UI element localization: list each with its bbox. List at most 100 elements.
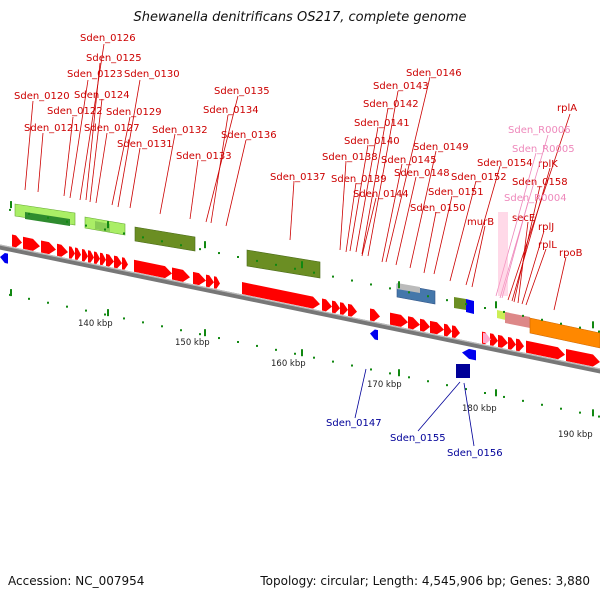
forward-gene-arrow[interactable] — [57, 243, 68, 257]
gene-label: Sden_0133 — [176, 151, 232, 162]
ruler-dot — [161, 240, 163, 243]
forward-gene-arrow[interactable] — [134, 259, 172, 279]
gene-label-group[interactable]: Sden_0143 — [367, 81, 429, 257]
gene-label-group[interactable]: rplL — [525, 240, 557, 306]
forward-gene-arrow[interactable] — [408, 316, 420, 330]
gene-label-group[interactable]: Sden_0124 — [74, 90, 130, 203]
gene-label-group[interactable]: Sden_0125 — [85, 53, 142, 201]
forward-gene-arrow[interactable] — [340, 302, 348, 315]
gene-label-group[interactable]: Sden_0120 — [14, 91, 70, 191]
ruler-dot — [104, 228, 106, 231]
forward-gene-arrow[interactable] — [452, 325, 460, 339]
gene-label-group[interactable]: Sden_0123 — [67, 69, 123, 199]
reverse-gene-arrow[interactable] — [462, 348, 476, 361]
gene-label-group[interactable]: Sden_0129 — [106, 107, 162, 206]
gene-label-group[interactable]: Sden_0126 — [79, 33, 136, 201]
gene-label-group[interactable]: Sden_0158 — [512, 177, 568, 303]
gene-label-group[interactable]: Sden_0145 — [381, 155, 437, 263]
gene-label-group[interactable]: Sden_0154 — [465, 158, 533, 286]
forward-gene-arrow[interactable] — [322, 298, 332, 312]
gene-label-group[interactable]: Sden_0133 — [176, 151, 232, 220]
gene-label-group[interactable]: Sden_0122 — [47, 106, 103, 197]
forward-gene-arrow[interactable] — [566, 348, 600, 367]
forward-gene-arrow[interactable] — [420, 318, 430, 332]
forward-gene-arrow[interactable] — [390, 312, 408, 327]
ruler-dot — [427, 295, 429, 298]
forward-gene-arrow[interactable] — [12, 234, 22, 248]
gene-label-group[interactable]: rplK — [511, 159, 558, 302]
forward-gene-arrow[interactable] — [114, 255, 122, 269]
forward-gene-arrow[interactable] — [444, 323, 452, 337]
forward-gene-arrow[interactable] — [430, 320, 444, 335]
gene-label-group[interactable]: Sden_0140 — [344, 136, 400, 252]
forward-gene-arrow[interactable] — [41, 240, 56, 255]
forward-gene-arrow[interactable] — [122, 257, 128, 270]
gene-label-group[interactable]: murB — [467, 217, 494, 288]
forward-gene-arrow[interactable] — [106, 253, 114, 267]
forward-gene-arrow[interactable] — [75, 247, 81, 261]
gene-label-group[interactable]: Sden_0141 — [354, 118, 410, 253]
gene-label: murB — [467, 217, 494, 228]
gene-label-group[interactable]: Sden_0146 — [385, 68, 462, 263]
forward-gene-arrow[interactable] — [82, 248, 88, 262]
forward-gene-arrow[interactable] — [23, 236, 40, 251]
cog-block — [25, 212, 70, 226]
ruler-dot — [161, 325, 163, 328]
forward-gene-arrow[interactable] — [370, 308, 380, 322]
gene-label-group[interactable]: Sden_0149 — [409, 142, 469, 269]
gene-label-group[interactable]: Sden_0134 — [203, 105, 259, 224]
gene-label-group[interactable]: Sden_R0004 — [501, 193, 567, 299]
gene-label-group[interactable]: Sden_0135 — [205, 86, 270, 223]
forward-gene-arrow[interactable] — [69, 246, 75, 259]
ruler-dot — [123, 317, 125, 320]
forward-gene-arrow[interactable] — [88, 250, 94, 263]
ruler-dot — [370, 283, 372, 286]
gene-label-group[interactable]: Sden_0151 — [428, 187, 484, 275]
ruler-dot — [541, 318, 543, 321]
gene-label-group[interactable]: Sden_0137 — [270, 172, 326, 241]
gene-label-group[interactable]: Sden_0150 — [410, 203, 466, 274]
gene-label-group[interactable]: Sden_0138 — [322, 152, 378, 251]
gene-label-group[interactable]: rpoB — [553, 248, 583, 311]
gene-label-group[interactable]: Sden_0155 — [390, 381, 461, 444]
forward-gene-arrow[interactable] — [526, 340, 565, 360]
forward-gene-arrow[interactable] — [242, 282, 320, 309]
reverse-gene-arrow[interactable] — [370, 329, 378, 341]
forward-gene-arrow[interactable] — [498, 334, 508, 348]
forward-gene-arrow[interactable] — [206, 274, 214, 288]
forward-gene-arrow[interactable] — [508, 336, 516, 350]
gene-label-group[interactable]: Sden_0148 — [394, 168, 450, 266]
gene-label-group[interactable]: Sden_R0005 — [495, 144, 575, 297]
forward-gene-arrow[interactable] — [516, 338, 524, 352]
reverse-gene-block[interactable] — [456, 364, 470, 378]
gene-label-group[interactable]: rplJ — [521, 222, 554, 305]
gene-label: Sden_R0005 — [512, 144, 575, 155]
gene-label: Sden_0126 — [80, 33, 136, 44]
gene-label-group[interactable]: Sden_0152 — [449, 172, 507, 282]
forward-gene-arrow[interactable] — [172, 267, 190, 282]
forward-gene-arrow[interactable] — [490, 333, 498, 346]
rna-gene-arrow[interactable] — [483, 332, 491, 344]
forward-gene-arrow[interactable] — [348, 303, 357, 317]
ruler-dot — [389, 372, 391, 375]
gene-label-group[interactable]: Sden_0144 — [353, 189, 409, 257]
forward-gene-arrow[interactable] — [193, 271, 206, 286]
gene-label-group[interactable]: Sden_0131 — [117, 139, 173, 209]
gene-label-group[interactable]: Sden_0132 — [152, 125, 208, 215]
gene-label-group[interactable]: Sden_0130 — [117, 69, 180, 208]
forward-gene-arrow[interactable] — [100, 252, 106, 266]
forward-gene-arrow[interactable] — [214, 276, 220, 289]
reverse-gene-arrow[interactable] — [0, 253, 8, 264]
gene-label-group[interactable]: Sden_0147 — [326, 368, 382, 429]
forward-gene-arrow[interactable] — [332, 300, 340, 314]
gene-label-group[interactable]: Sden_0136 — [221, 130, 277, 227]
gene-label: rpoB — [559, 248, 583, 259]
forward-gene-arrow[interactable] — [94, 251, 100, 264]
gene-label: Sden_0134 — [203, 105, 259, 116]
gene-label: Sden_0148 — [394, 168, 450, 179]
gene-label-group[interactable]: Sden_0127 — [84, 123, 140, 204]
gene-label-group[interactable]: Sden_0142 — [361, 99, 419, 255]
gene-label-group[interactable]: Sden_0156 — [447, 382, 503, 459]
gene-label-group[interactable]: Sden_0121 — [24, 123, 80, 193]
gene-label-group[interactable]: Sden_0139 — [331, 174, 387, 253]
